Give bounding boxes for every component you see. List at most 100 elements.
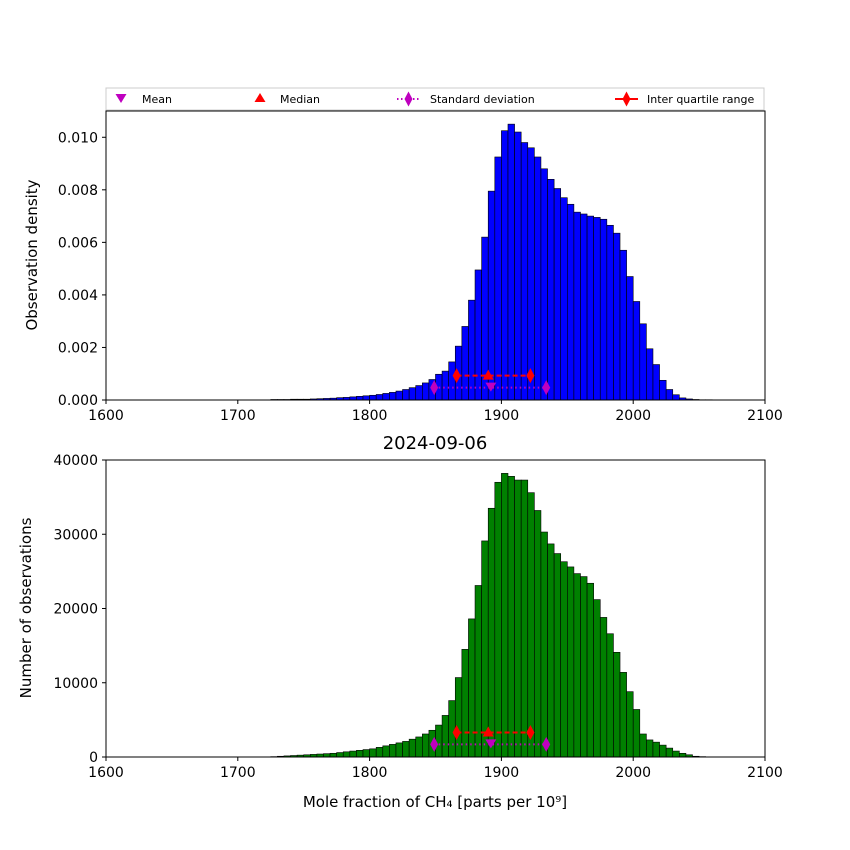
density-bar: [402, 389, 410, 401]
count-bar: [349, 750, 357, 758]
count-bar: [652, 741, 660, 758]
density-mean-marker: [485, 382, 497, 392]
count-bar: [520, 479, 529, 758]
density-xtick-label: 1900: [484, 408, 520, 424]
count-bar: [395, 742, 403, 758]
count-xlabel: Mole fraction of CH₄ [parts per 10⁹]: [303, 793, 567, 811]
density-bar: [646, 348, 654, 401]
count-bar: [547, 543, 555, 758]
count-xtick-label: 1900: [484, 765, 520, 781]
count-bar: [573, 573, 581, 758]
density-iqr-high-marker: [526, 368, 535, 384]
count-xtick-label: 1700: [220, 765, 256, 781]
count-iqr-high-marker: [526, 724, 535, 740]
count-bar: [369, 748, 377, 758]
count-bar: [553, 553, 562, 758]
count-bar: [540, 531, 548, 758]
density-std-high-marker: [542, 380, 551, 396]
count-bar: [382, 745, 390, 758]
density-bar: [566, 203, 575, 401]
density-bar: [415, 385, 423, 401]
count-xtick-label: 2100: [747, 765, 783, 781]
count-bar: [454, 677, 463, 758]
count-bar: [487, 507, 496, 758]
density-bar: [494, 156, 502, 401]
legend: Mean Median Standard deviation Inter qua…: [105, 87, 765, 111]
count-bar: [323, 753, 331, 758]
legend-mean-label: Mean: [142, 93, 172, 106]
density-bar: [580, 213, 588, 401]
legend-std-label: Standard deviation: [430, 93, 535, 106]
count-bar: [586, 582, 594, 758]
density-bar: [586, 215, 594, 401]
density-bar: [474, 269, 482, 401]
density-bar: [540, 168, 548, 401]
count-bar: [560, 561, 568, 758]
count-bar: [356, 750, 364, 758]
density-bar: [375, 394, 384, 401]
density-bar: [369, 394, 377, 401]
legend-median-label: Median: [280, 93, 320, 106]
count-bar: [580, 576, 588, 758]
count-bar: [606, 633, 614, 758]
count-bar: [534, 510, 542, 758]
count-bar: [408, 738, 417, 758]
density-ytick-label: 0.004: [58, 288, 98, 304]
count-bar: [441, 715, 449, 758]
density-bar: [461, 326, 469, 401]
density-median-marker: [482, 369, 494, 380]
density-bar: [501, 130, 509, 401]
density-std-low-marker: [430, 380, 439, 396]
legend-mean-marker: [115, 94, 127, 103]
density-bar: [626, 276, 634, 401]
density-iqr-low-marker: [452, 368, 461, 384]
density-bar: [599, 218, 608, 401]
density-ytick-label: 0.008: [58, 183, 98, 199]
density-bar: [553, 188, 562, 401]
count-median-marker: [482, 726, 494, 737]
count-title: 2024-09-06: [383, 433, 488, 454]
density-ytick-label: 0.000: [58, 393, 98, 409]
density-bar: [362, 395, 370, 401]
count-bar: [402, 741, 410, 758]
density-xtick-label: 1700: [220, 408, 256, 424]
density-bar: [382, 393, 390, 401]
density-bar: [514, 131, 522, 401]
count-bar: [422, 733, 430, 758]
count-bar: [336, 752, 344, 758]
count-bar: [507, 476, 515, 758]
count-bar: [593, 599, 601, 758]
legend-std-marker: [404, 91, 413, 107]
count-bar: [514, 479, 522, 758]
count-bar: [501, 473, 509, 758]
count-bar: [342, 751, 351, 758]
density-ytick-label: 0.006: [58, 235, 98, 251]
count-std-low-marker: [430, 736, 439, 752]
count-xtick-label: 1800: [352, 765, 388, 781]
density-bar: [652, 364, 660, 401]
count-bar: [468, 618, 476, 758]
density-axes-frame: [105, 110, 766, 401]
count-bar: [672, 750, 680, 758]
count-xtick-label: 2000: [615, 765, 651, 781]
density-bar: [659, 379, 667, 401]
count-bar: [389, 744, 397, 758]
density-bar: [534, 156, 542, 401]
density-bar: [547, 179, 555, 401]
count-bar: [626, 691, 634, 758]
density-bar: [422, 382, 430, 401]
density-ytick-label: 0.010: [58, 130, 98, 146]
legend-median-marker: [254, 93, 266, 102]
density-bar: [619, 249, 627, 401]
legend-frame: [105, 87, 765, 111]
density-bar: [468, 299, 476, 401]
density-bar: [606, 224, 614, 401]
density-ylabel: Observation density: [23, 179, 41, 330]
count-bar: [639, 733, 647, 758]
count-bar: [679, 752, 687, 758]
density-bar: [573, 211, 581, 401]
density-xtick-label: 2000: [615, 408, 651, 424]
density-bar: [408, 387, 417, 401]
density-ytick-label: 0.002: [58, 340, 98, 356]
